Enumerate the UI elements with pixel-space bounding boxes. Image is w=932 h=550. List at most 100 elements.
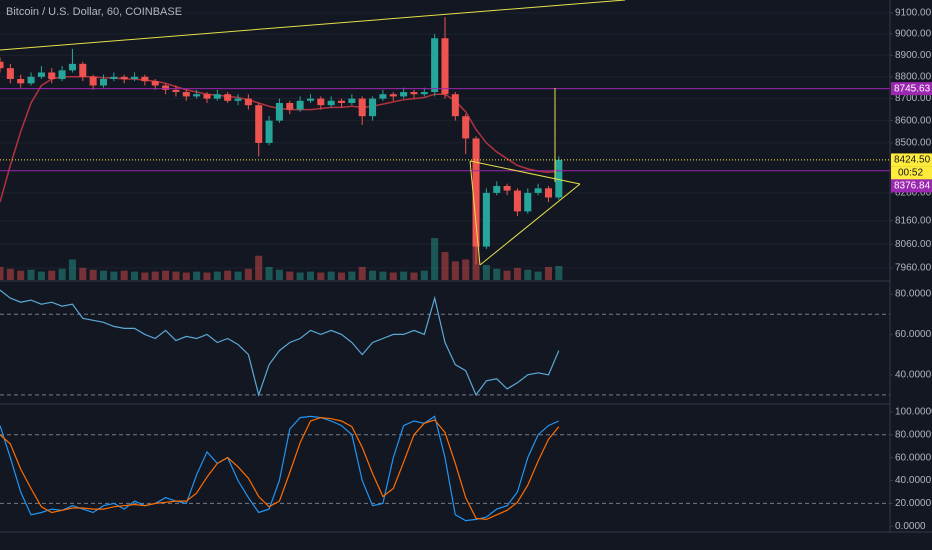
volume-bar <box>431 238 439 280</box>
volume-bar <box>544 266 553 280</box>
volume-bar <box>275 269 283 280</box>
candle-body <box>348 98 356 103</box>
volume-bar <box>48 270 56 280</box>
candle-body <box>327 100 335 106</box>
triangle-leg <box>469 160 481 266</box>
volume-bar <box>99 270 108 280</box>
volume-bar <box>244 268 252 280</box>
volume-bar <box>89 269 97 280</box>
candle-body <box>410 92 418 95</box>
volume-bar <box>503 270 511 280</box>
candle-body <box>441 38 449 95</box>
volume-bar <box>389 272 397 280</box>
volume-bar <box>172 271 180 280</box>
candle-body <box>244 98 252 106</box>
candle-body <box>389 94 397 97</box>
price-tag-label: 8745.63 <box>894 83 931 94</box>
volume-bar <box>420 270 428 280</box>
candle-body <box>400 92 408 97</box>
y-tick-label: 8600.00 <box>895 115 932 126</box>
volume-bar <box>400 271 408 280</box>
candle-body <box>524 192 532 212</box>
indicator-line <box>0 416 560 521</box>
y-tick-label: 8700.00 <box>895 93 932 104</box>
candle-body <box>203 94 211 99</box>
candle-body <box>48 72 56 79</box>
candle-body <box>431 38 439 93</box>
candle-body <box>120 76 128 79</box>
countdown: 00:52 <box>898 168 923 179</box>
volume-bar <box>327 271 335 280</box>
volume-bar <box>203 272 211 280</box>
volume-bar <box>68 259 76 280</box>
volume-bar <box>79 267 87 280</box>
chart-title: Bitcoin / U.S. Dollar, 60, COINBASE <box>6 6 182 18</box>
y-tick-label: 60.0000 <box>895 329 932 340</box>
triangle-upper <box>469 160 581 185</box>
volume-bar <box>306 271 314 280</box>
y-tick-label: 7960.00 <box>895 263 932 274</box>
y-tick-label: 8900.00 <box>895 50 932 61</box>
price-tag-label: 8376.84 <box>894 181 931 192</box>
candle-body <box>265 120 273 143</box>
volume-bar <box>369 270 377 280</box>
candle-body <box>296 100 304 110</box>
y-tick-label: 8500.00 <box>895 138 932 149</box>
volume-bar <box>182 272 190 280</box>
indicator-line <box>0 289 560 397</box>
candle-body <box>37 72 45 77</box>
candle-body <box>534 188 542 193</box>
volume-bar <box>441 252 449 280</box>
candle-body <box>6 68 14 79</box>
y-tick-label: 20.0000 <box>895 498 932 509</box>
candle-body <box>544 188 553 198</box>
candle-body <box>472 138 480 247</box>
candle-body <box>172 89 180 93</box>
volume-bar <box>0 266 4 280</box>
labels: 9100.00 9000.00 8900.00 8800.00 8700.00 8600.… <box>890 8 932 532</box>
y-tick-label: 8800.00 <box>895 71 932 82</box>
volume-bar <box>410 272 418 280</box>
trend-line <box>0 0 626 51</box>
marks <box>0 17 890 522</box>
candle-body <box>317 98 325 106</box>
volume-bar <box>296 272 304 280</box>
candle-body <box>68 63 76 71</box>
candle-body <box>275 102 283 121</box>
volume-bar <box>286 271 294 280</box>
y-tick-label: 9000.00 <box>895 29 932 40</box>
candle-body <box>0 61 4 69</box>
volume-bar <box>482 265 490 280</box>
candle-body <box>358 98 366 117</box>
volume-bar <box>151 271 159 280</box>
volume-bar <box>317 272 325 280</box>
y-tick-label: 40.0000 <box>895 369 932 380</box>
y-tick-label: 60.0000 <box>895 452 932 463</box>
volume-bar <box>524 269 532 280</box>
candle-body <box>420 92 428 95</box>
candle-body <box>555 159 563 198</box>
volume-bar <box>131 271 139 280</box>
volume-bar <box>6 268 14 280</box>
volume-bar <box>193 271 201 280</box>
volume-bar <box>513 267 521 280</box>
price-tag-label: 8424.50 <box>894 155 931 166</box>
candle-body <box>503 185 511 191</box>
candle-body <box>17 78 25 84</box>
candle-body <box>131 76 139 79</box>
candle-body <box>99 78 108 86</box>
volume-bar <box>348 271 356 280</box>
volume-bar <box>337 272 346 280</box>
volume-bar <box>224 270 232 280</box>
drawings <box>0 0 626 266</box>
price-tag <box>891 82 932 96</box>
candle-body <box>193 94 201 97</box>
candle-body <box>27 76 35 84</box>
volume-bar <box>162 270 170 280</box>
y-tick-label: 9100.00 <box>895 8 932 19</box>
volume-bar <box>534 271 542 280</box>
volume-bar <box>58 268 66 280</box>
countdown-tag <box>891 166 932 180</box>
candle-body <box>513 190 521 212</box>
